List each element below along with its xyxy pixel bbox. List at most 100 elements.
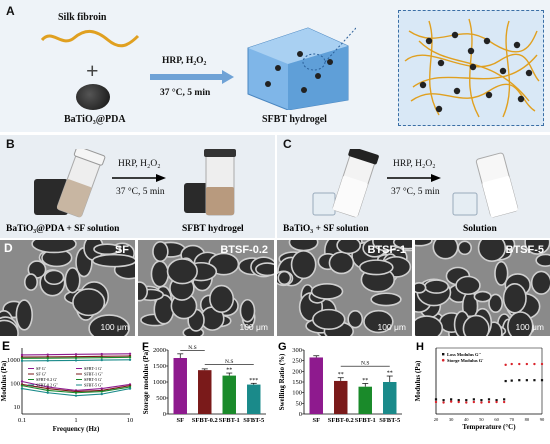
chart-e-legend-entry: SF G'' — [36, 372, 46, 377]
panel-b-reagents: HRP, H₂O₂ — [118, 159, 161, 169]
panel-letter-a: A — [6, 4, 15, 18]
sem-pore-texture — [138, 240, 274, 336]
sem-image-btsf-02: BTSF-0.2 100 μm — [138, 240, 274, 336]
panel-b-right-label: SFBT hydrogel — [182, 224, 244, 234]
chart-e-point — [74, 353, 78, 356]
chart-h-container: H 20 30 40 50 60 70 80 90 Temperature (°C) Modulus… — [414, 340, 550, 444]
chart-e-container: E 0.1 1 10 10 100 1000 Frequency (Hz) Modulus (P… — [0, 339, 140, 444]
chart-h-x-tick: 90 — [540, 417, 545, 422]
chart-e-point — [46, 359, 49, 362]
panel-c-reagents: HRP, H₂O₂ — [393, 159, 436, 169]
chart-h-point-storage — [510, 362, 513, 366]
sem-label-sf: SF — [114, 244, 129, 256]
panel-c-right-label: Solution — [463, 224, 497, 234]
sem-pore — [209, 284, 235, 314]
vial-batio3-mixture — [312, 149, 379, 218]
chart-h-x-tick: 30 — [449, 417, 454, 422]
bar — [247, 384, 261, 414]
chart-e-x-tick: 1 — [74, 417, 77, 424]
chart-h-point-loss — [495, 399, 498, 402]
sem-label-btsf-5: BTSF-5 — [505, 244, 545, 256]
chart-h-point-storage — [518, 362, 521, 366]
chart-e-legend-entry: SFBT-1 G'' — [84, 372, 103, 377]
chart-h-legend-entry: Loss Modulus G'' — [447, 352, 481, 357]
x-tick-label: SF — [312, 417, 320, 424]
sem-pore — [288, 240, 319, 252]
chart-e-y-tick: 100 — [10, 380, 20, 387]
panel-b-photos: B HRP, H₂O₂ 37 °C, 5 min BaTiO₃@PDA + SF… — [0, 135, 275, 238]
x-tick-label: SFBT-0.2 — [328, 417, 354, 424]
sem-pore — [494, 260, 509, 286]
sem-pore — [455, 275, 481, 296]
chart-e-point — [74, 356, 78, 360]
chart-e-legend-entry: SFBT-0.2 G'' — [36, 383, 58, 388]
panel-c-left-label: BaTiO₃ + SF solution — [283, 224, 369, 234]
chart-h-point-storage — [495, 400, 498, 404]
sem-pore — [312, 308, 346, 331]
panel-c-photos: C HRP, H₂O₂ 37 °C, 5 min BaTiO₃ + SF sol… — [277, 135, 550, 238]
chart-h-point-storage — [487, 400, 491, 404]
chart-e-point — [20, 359, 24, 363]
chart-e-point — [20, 387, 24, 390]
chart-e-legend-entry: SF G' — [36, 366, 46, 371]
sem-label-btsf-1: BTSF-1 — [367, 244, 407, 256]
chart-e-point — [20, 357, 24, 360]
sem-pore — [290, 250, 317, 280]
chart-e-point — [46, 391, 49, 394]
chart-h-point-loss — [434, 398, 438, 401]
chart-h-point-loss — [510, 379, 513, 382]
chart-e-point — [100, 356, 103, 359]
chart-e-point — [100, 392, 103, 396]
chart-h-x-tick: 20 — [434, 417, 439, 422]
panel-letter-h: H — [416, 341, 424, 353]
sem-pore — [15, 299, 33, 331]
sem-pore — [462, 314, 490, 336]
x-tick-label: SFBT-5 — [379, 417, 401, 424]
chart-h-x-tick: 70 — [509, 417, 514, 422]
chart-h-temperature-sweep: H 20 30 40 50 60 70 80 90 Temperature (°C) Modulus… — [414, 341, 545, 431]
sem-scale-sf: 100 μm — [100, 322, 129, 332]
sem-pore — [507, 311, 534, 336]
panel-letter-g: G — [278, 341, 287, 353]
chart-e-xlabel: Frequency (Hz) — [53, 425, 100, 433]
sem-pore — [423, 279, 450, 294]
sem-pore — [473, 290, 492, 303]
chart-h-point-storage — [533, 362, 536, 366]
silk-fibroin-label: Silk fibroin — [58, 12, 107, 23]
panel-letter-f: F — [142, 341, 149, 353]
silk-fibroin-fiber — [40, 30, 140, 48]
sem-pore — [477, 240, 507, 263]
chart-h-x-tick: 60 — [494, 417, 499, 422]
x-tick-label: SFBT-1 — [355, 417, 376, 424]
significance-marker: *** — [249, 378, 258, 384]
sem-pore — [502, 282, 527, 314]
panel-letter-d: D — [4, 241, 13, 255]
chart-h-x-tick: 80 — [525, 417, 530, 422]
sem-pore — [415, 281, 427, 294]
chart-e-legend-entry: SFBT-0.2 G' — [36, 377, 57, 382]
chart-e-y-tick: 1000 — [7, 357, 20, 364]
sem-pore-texture — [0, 240, 135, 336]
sem-image-sf: SF 100 μm — [0, 240, 135, 336]
x-tick-label: SFBT-0.2 — [192, 417, 218, 424]
chart-g-swelling-ratio: G 0 50 100 150 200 250 300 Swelling Ratio (%) SF *… — [278, 341, 402, 424]
panel-a-schematic: A Silk fibroin + BaTiO₃@PDA HRP, H₂O₂ 37… — [0, 0, 550, 132]
chart-h-point-storage — [480, 401, 483, 404]
significance-marker: ** — [362, 378, 368, 384]
y-tick-label: 50 — [296, 400, 303, 407]
chart-e-x-tick: 10 — [127, 417, 134, 424]
chart-e-point — [128, 352, 132, 355]
panel-letter-e: E — [2, 339, 10, 353]
chart-e-point — [128, 358, 132, 361]
sem-pore — [239, 298, 256, 323]
sem-pore — [488, 293, 504, 314]
chart-h-point-storage — [504, 363, 507, 367]
chart-e-point — [74, 391, 78, 394]
chart-e-point — [128, 387, 132, 390]
chart-h-point-storage — [472, 400, 476, 404]
y-tick-label: 100 — [292, 390, 302, 397]
chart-e-point — [46, 387, 49, 390]
x-tick-label: SFBT-1 — [219, 417, 240, 424]
chart-h-legend-marker — [441, 358, 445, 362]
